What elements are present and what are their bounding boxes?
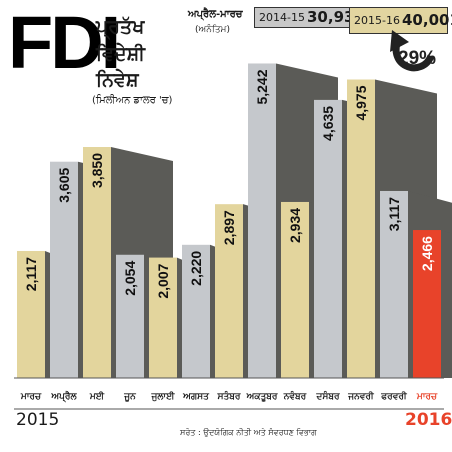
bar-7 bbox=[248, 63, 276, 378]
month-label: ਅਗਸਤ bbox=[183, 392, 209, 402]
month-label: ਜੂਨ bbox=[124, 392, 136, 402]
title-line-1: ਪ੍ਰਤੱਖ bbox=[96, 16, 145, 38]
period-note: (ਅਨੰਤਿਮ) bbox=[195, 25, 230, 35]
source-note: ਸਰੋਤ : ਉਦਯੋਗਿਕ ਨੀਤੀ ਅਤੇ ਸੰਵਰਧਣ ਵਿਭਾਗ bbox=[180, 428, 317, 437]
bar-value-label: 2,117 bbox=[23, 257, 39, 291]
title-line-2: ਵਿਦੇਸ਼ੀ bbox=[96, 43, 145, 65]
bar-0 bbox=[17, 250, 45, 378]
bar-value-label: 2,934 bbox=[287, 208, 303, 243]
bar-9 bbox=[314, 99, 342, 379]
bar-value-label: 4,975 bbox=[353, 85, 369, 120]
bar-value-label: 3,605 bbox=[56, 167, 72, 202]
month-label: ਜੁਲਾਈ bbox=[151, 392, 175, 402]
bar-2 bbox=[83, 147, 111, 378]
bar-6 bbox=[215, 204, 243, 378]
cur-year-total: 2015-16 40,001 bbox=[349, 7, 452, 34]
bar-value-label: 2,466 bbox=[419, 236, 435, 271]
bar-5 bbox=[182, 244, 210, 378]
bar-value-label: 2,054 bbox=[122, 261, 138, 296]
bar-value-label: 2,220 bbox=[188, 251, 204, 286]
month-label: ਅਕਤੂਬਰ bbox=[246, 392, 278, 402]
growth-percent: 29% bbox=[398, 48, 437, 69]
unit-label: (ਮਿਲੀਅਨ ਡਾਲਰ 'ਚ) bbox=[92, 95, 173, 106]
bar-8 bbox=[281, 201, 309, 378]
bar-3 bbox=[116, 254, 144, 378]
title-line-3: ਨਿਵੇਸ਼ bbox=[96, 69, 139, 91]
bar-value-label: 5,242 bbox=[254, 69, 270, 104]
month-label: ਮਈ bbox=[89, 392, 105, 402]
period-label: ਅਪ੍ਰੈਲ-ਮਾਰਚ bbox=[188, 9, 243, 20]
bar-10 bbox=[347, 79, 375, 378]
month-label: ਮਾਰਚ bbox=[416, 392, 438, 402]
bar-value-label: 3,117 bbox=[386, 197, 402, 231]
cur-year-label: 2015-16 bbox=[354, 14, 400, 27]
bar-12 bbox=[413, 230, 441, 378]
chart-title: FDI bbox=[8, 1, 121, 84]
end-year: 2016 bbox=[405, 410, 452, 430]
month-label: ਮਾਰਚ bbox=[20, 392, 42, 402]
start-year: 2015 bbox=[16, 410, 60, 430]
month-label: ਸਤੰਬਰ bbox=[217, 392, 241, 402]
bar-1 bbox=[50, 161, 78, 378]
bar-11 bbox=[380, 190, 408, 378]
cur-year-value: 40,001 bbox=[402, 11, 452, 29]
bar-shadow bbox=[441, 230, 452, 378]
month-label: ਅਪ੍ਰੈਲ bbox=[51, 392, 77, 402]
bar-4 bbox=[149, 257, 177, 378]
growth-arrow-icon bbox=[390, 30, 435, 72]
prev-year-label: 2014-15 bbox=[259, 11, 305, 24]
month-label: ਫਰਵਰੀ bbox=[381, 392, 407, 402]
month-label: ਨਵੰਬਰ bbox=[283, 392, 307, 402]
bar-value-label: 2,007 bbox=[155, 263, 171, 298]
month-label: ਦਸੰਬਰ bbox=[316, 392, 340, 402]
bar-value-label: 4,635 bbox=[320, 106, 336, 141]
bar-value-label: 3,850 bbox=[89, 153, 105, 188]
bar-value-label: 2,897 bbox=[221, 210, 237, 245]
month-label: ਜਨਵਰੀ bbox=[348, 392, 374, 402]
